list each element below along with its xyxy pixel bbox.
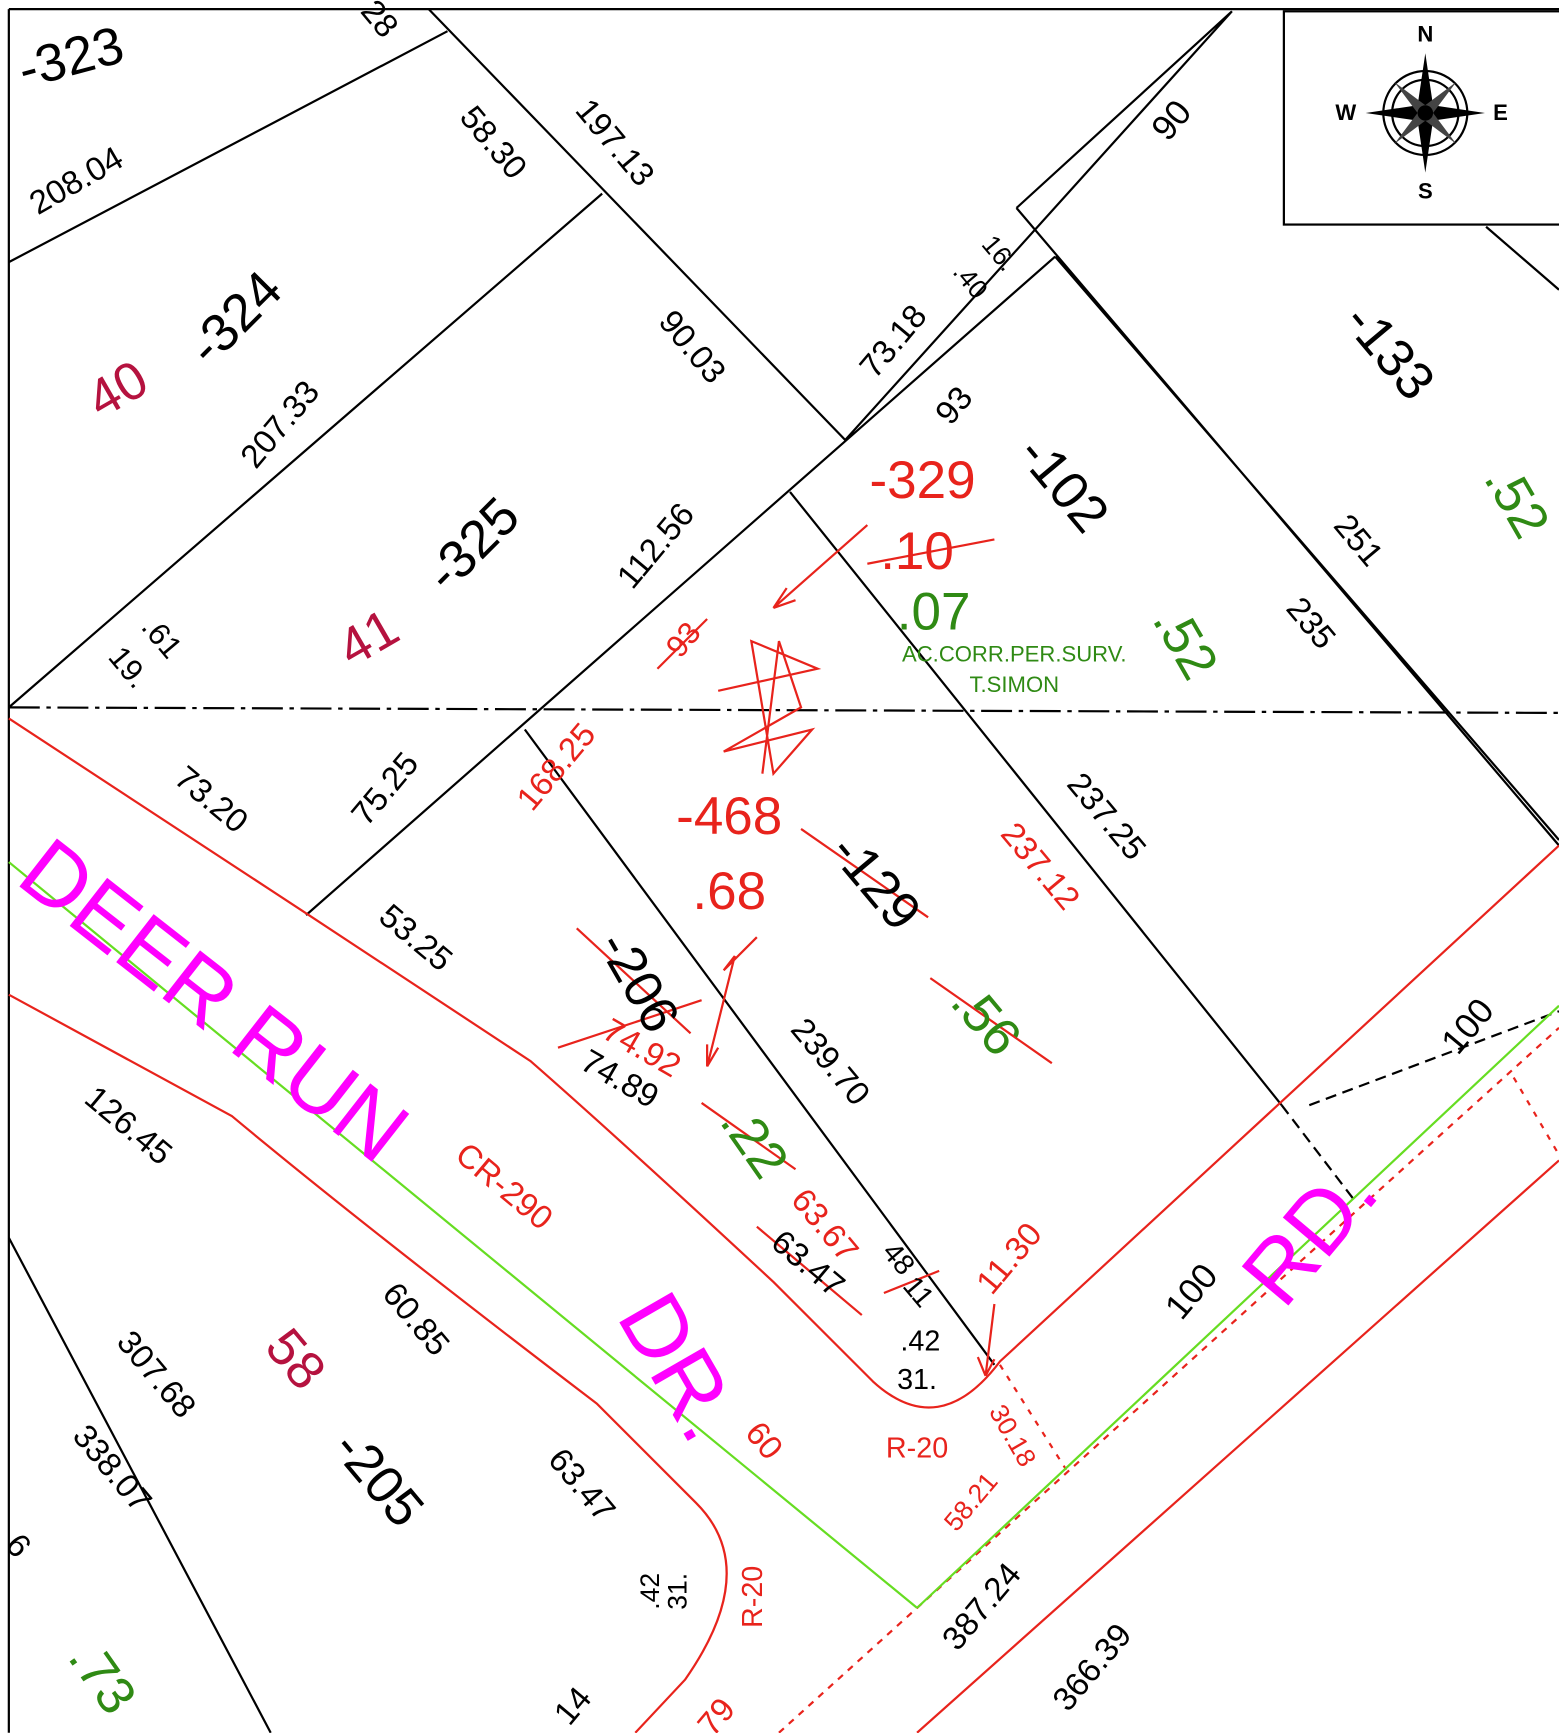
- map-label: 58.30: [452, 99, 534, 186]
- compass-s: S: [1418, 178, 1433, 203]
- compass-e: E: [1493, 100, 1508, 125]
- map-label: -324: [177, 260, 294, 377]
- map-label: .07: [897, 583, 971, 642]
- map-label: 100: [1434, 991, 1502, 1061]
- corrections: [557, 524, 1053, 1377]
- map-label: 208.04: [23, 140, 129, 223]
- map-label: 93: [659, 615, 708, 664]
- map-label: 93: [928, 380, 980, 432]
- map-label: 6: [0, 1527, 38, 1565]
- map-label: 168.25: [510, 716, 603, 817]
- map-label: T.SIMON: [970, 672, 1060, 697]
- map-label: .40: [947, 257, 994, 305]
- map-label: 11: [896, 1270, 940, 1313]
- map-label: -133: [1333, 292, 1446, 411]
- map-label: 100: [1158, 1256, 1226, 1326]
- map-label: -468: [676, 787, 782, 846]
- map-label: 237.12: [993, 816, 1086, 917]
- map-label: .42: [635, 1573, 665, 1610]
- map-label: 11.30: [970, 1216, 1050, 1301]
- map-label: 307.68: [109, 1324, 202, 1425]
- compass-w: W: [1335, 100, 1356, 125]
- compass: N E S W: [1282, 10, 1559, 226]
- map-label: 197.13: [568, 92, 661, 193]
- map-label: CR-290: [448, 1136, 559, 1238]
- map-label: DEER RUN: [2, 819, 427, 1181]
- map-label: 28: [353, 0, 405, 45]
- map-label: 30.18: [983, 1399, 1042, 1471]
- map-label: .52: [1473, 455, 1559, 548]
- map-label: -325: [414, 486, 531, 603]
- map-label: 112.56: [610, 496, 702, 596]
- map-label: -323: [12, 15, 130, 99]
- map-label: 251: [1326, 507, 1390, 573]
- lot-lines: [7, 8, 1559, 1733]
- map-label: -102: [1007, 425, 1120, 544]
- map-label: 73.20: [167, 759, 254, 841]
- map-label: 53.25: [372, 897, 459, 979]
- map-label: 387.24: [935, 1556, 1028, 1657]
- map-label: 366.39: [1046, 1617, 1139, 1718]
- map-label: 90.03: [651, 304, 733, 391]
- map-label: 31.: [663, 1573, 693, 1610]
- map-label: -329: [870, 451, 976, 510]
- map-label: 40: [77, 349, 158, 430]
- map-label: -205: [322, 1419, 435, 1538]
- map-label: .56: [940, 973, 1033, 1067]
- map-label: 79: [691, 1691, 743, 1733]
- map-label: 235: [1279, 590, 1343, 656]
- map-label: 58.21: [938, 1467, 1004, 1537]
- map-label: 58: [254, 1318, 337, 1401]
- map-label: 237.25: [1059, 766, 1152, 867]
- map-label: 126.45: [77, 1079, 178, 1172]
- map-label: -129: [819, 822, 932, 941]
- map-label: 60.85: [375, 1276, 457, 1363]
- map-label: 41: [328, 598, 409, 679]
- road-lines: [8, 717, 1559, 1733]
- map-label: .52: [1141, 596, 1229, 689]
- map-label: R-20: [737, 1566, 769, 1628]
- map-label: 14: [547, 1680, 599, 1732]
- map-label: 16.: [976, 229, 1023, 277]
- map-label: 63.47: [541, 1442, 623, 1529]
- map-label: AC.CORR.PER.SURV.: [902, 641, 1127, 666]
- map-label: .42: [900, 1325, 940, 1357]
- map-label: .22: [709, 1095, 800, 1189]
- map-label: R-20: [886, 1432, 948, 1464]
- map-label: .68: [692, 862, 766, 921]
- map-label: 31.: [897, 1364, 937, 1396]
- map-label: 60: [738, 1415, 790, 1467]
- map-label: .73: [57, 1631, 148, 1725]
- map-label: .10: [880, 522, 954, 581]
- map-label: 207.33: [234, 374, 327, 475]
- compass-n: N: [1417, 21, 1433, 46]
